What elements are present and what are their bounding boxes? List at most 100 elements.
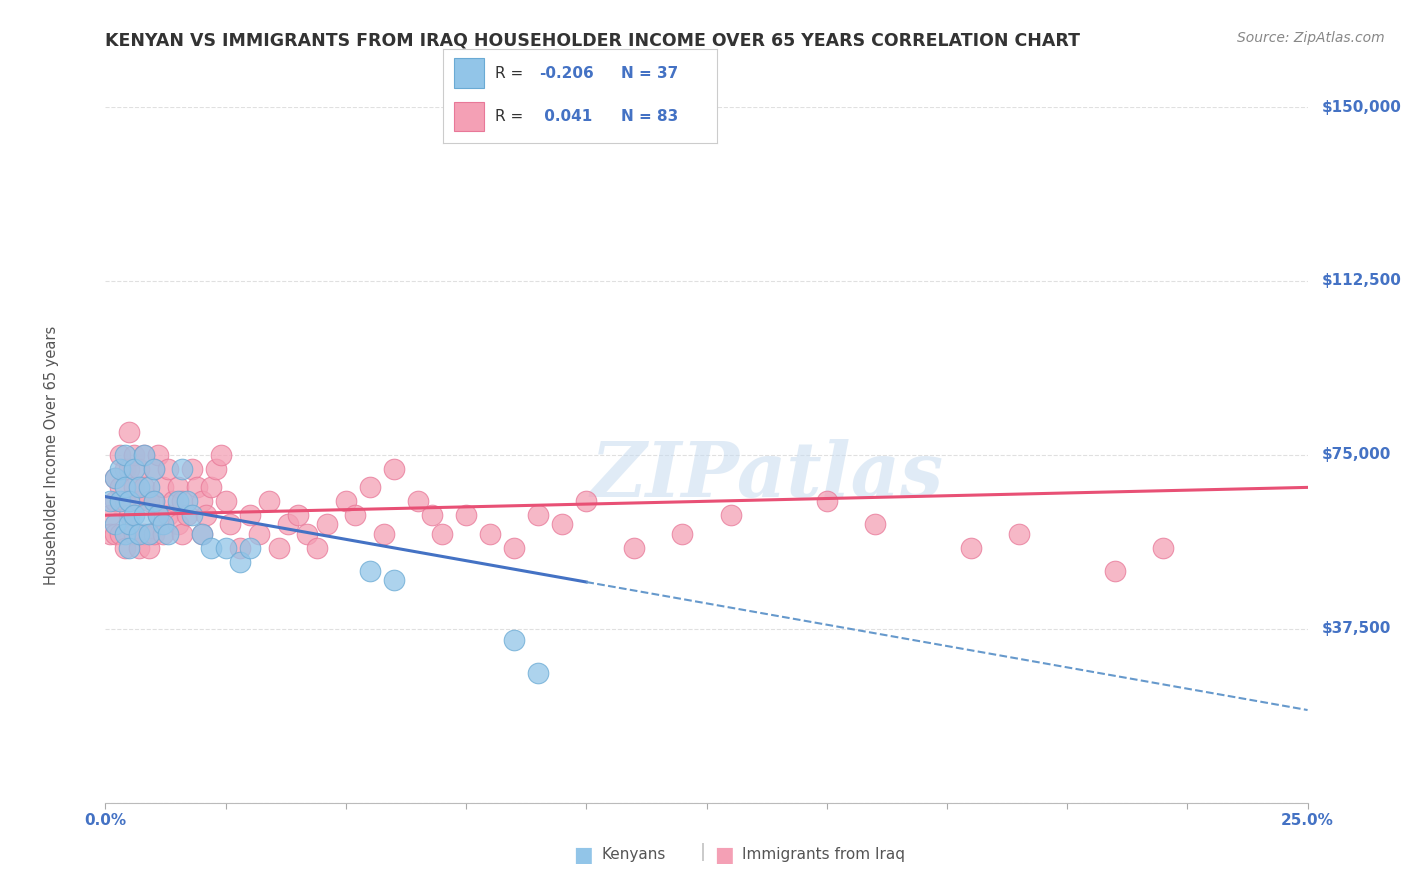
- Point: [138, 526, 160, 541]
- Text: Householder Income Over 65 years: Householder Income Over 65 years: [44, 326, 59, 584]
- Point: [181, 462, 204, 476]
- Point: [138, 541, 160, 555]
- Text: KENYAN VS IMMIGRANTS FROM IRAQ HOUSEHOLDER INCOME OVER 65 YEARS CORRELATION CHAR: KENYAN VS IMMIGRANTS FROM IRAQ HOUSEHOLD…: [105, 31, 1080, 49]
- Point: [209, 448, 232, 462]
- Text: Source: ZipAtlas.com: Source: ZipAtlas.com: [1237, 31, 1385, 45]
- Bar: [454, 102, 484, 131]
- Point: [114, 494, 136, 508]
- Point: [166, 517, 188, 532]
- Point: [118, 508, 141, 523]
- Point: [186, 480, 208, 494]
- Point: [257, 494, 280, 508]
- Point: [176, 508, 198, 523]
- Point: [195, 508, 218, 523]
- Point: [152, 480, 174, 494]
- Point: [382, 573, 405, 587]
- Point: [277, 517, 299, 532]
- Point: [359, 480, 381, 494]
- Point: [214, 494, 236, 508]
- Point: [132, 526, 155, 541]
- Point: [200, 480, 222, 494]
- Point: [142, 526, 165, 541]
- Point: [479, 526, 502, 541]
- Text: ■: ■: [574, 845, 593, 864]
- Point: [335, 494, 357, 508]
- Text: |: |: [700, 843, 706, 861]
- Point: [1152, 541, 1174, 555]
- Point: [720, 508, 742, 523]
- Point: [815, 494, 838, 508]
- Point: [205, 462, 228, 476]
- Point: [373, 526, 395, 541]
- Point: [239, 508, 262, 523]
- Point: [172, 526, 194, 541]
- Point: [118, 462, 141, 476]
- Text: ■: ■: [714, 845, 734, 864]
- Point: [229, 555, 252, 569]
- Point: [118, 541, 141, 555]
- Point: [430, 526, 453, 541]
- Point: [104, 494, 127, 508]
- Point: [229, 541, 252, 555]
- Point: [98, 508, 121, 523]
- Point: [118, 425, 141, 439]
- Point: [503, 541, 526, 555]
- Point: [104, 517, 127, 532]
- Point: [114, 448, 136, 462]
- Point: [98, 494, 121, 508]
- Point: [287, 508, 309, 523]
- Point: [104, 471, 127, 485]
- Point: [315, 517, 337, 532]
- Point: [138, 480, 160, 494]
- Point: [422, 508, 444, 523]
- Text: 0.041: 0.041: [538, 109, 592, 124]
- Text: R =: R =: [495, 66, 529, 81]
- Point: [128, 494, 150, 508]
- Point: [98, 526, 121, 541]
- Point: [166, 494, 188, 508]
- Text: ZIPatlas: ZIPatlas: [591, 439, 943, 513]
- Point: [190, 526, 212, 541]
- Point: [128, 526, 150, 541]
- Point: [172, 462, 194, 476]
- Point: [138, 494, 160, 508]
- Point: [124, 480, 146, 494]
- Point: [359, 564, 381, 578]
- Point: [454, 508, 477, 523]
- Text: $37,500: $37,500: [1322, 622, 1392, 636]
- Point: [344, 508, 367, 523]
- Text: Kenyans: Kenyans: [602, 847, 666, 862]
- Point: [527, 665, 550, 680]
- Point: [128, 541, 150, 555]
- Point: [156, 508, 179, 523]
- Point: [108, 448, 131, 462]
- Point: [181, 508, 204, 523]
- Point: [623, 541, 645, 555]
- Point: [247, 526, 270, 541]
- Point: [142, 494, 165, 508]
- Text: Immigrants from Iraq: Immigrants from Iraq: [742, 847, 905, 862]
- Point: [960, 541, 983, 555]
- Text: $150,000: $150,000: [1322, 100, 1402, 114]
- Point: [118, 517, 141, 532]
- Point: [124, 508, 146, 523]
- Point: [172, 494, 194, 508]
- Point: [219, 517, 242, 532]
- Point: [200, 541, 222, 555]
- Text: N = 83: N = 83: [621, 109, 678, 124]
- Point: [128, 462, 150, 476]
- Point: [104, 471, 127, 485]
- Point: [114, 462, 136, 476]
- Point: [156, 462, 179, 476]
- Point: [176, 494, 198, 508]
- Point: [142, 494, 165, 508]
- Point: [108, 480, 131, 494]
- Point: [152, 526, 174, 541]
- Point: [239, 541, 262, 555]
- Point: [114, 480, 136, 494]
- Point: [671, 526, 693, 541]
- Point: [551, 517, 574, 532]
- Point: [406, 494, 429, 508]
- Point: [1008, 526, 1031, 541]
- Point: [108, 526, 131, 541]
